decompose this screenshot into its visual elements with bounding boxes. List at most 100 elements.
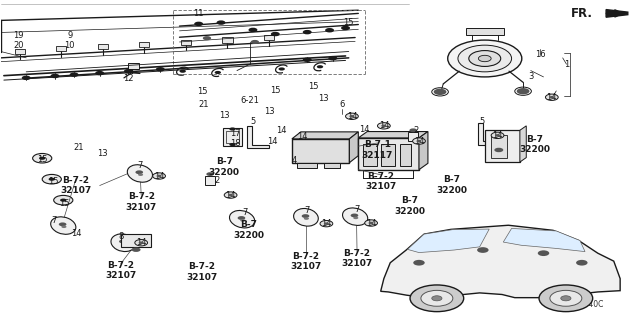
- Bar: [222, 37, 232, 42]
- Text: 14: 14: [360, 124, 370, 134]
- Text: 15: 15: [344, 18, 354, 27]
- Circle shape: [59, 222, 67, 226]
- Text: 13: 13: [97, 149, 108, 158]
- Text: 2: 2: [214, 176, 219, 185]
- Circle shape: [203, 36, 211, 40]
- Circle shape: [516, 88, 529, 94]
- Text: 14: 14: [71, 229, 81, 238]
- Text: B-7-2
32107: B-7-2 32107: [105, 261, 136, 280]
- Bar: [358, 138, 419, 170]
- Bar: [15, 48, 25, 54]
- Text: B-7-2
32107: B-7-2 32107: [341, 249, 372, 268]
- Bar: [408, 132, 419, 141]
- Circle shape: [365, 220, 378, 226]
- Bar: [324, 163, 340, 168]
- Text: B-7
32200: B-7 32200: [209, 157, 240, 177]
- Text: 7: 7: [242, 208, 247, 217]
- Text: B-7-2
32107: B-7-2 32107: [291, 252, 321, 271]
- Circle shape: [378, 123, 390, 129]
- Circle shape: [216, 20, 225, 25]
- Circle shape: [421, 290, 453, 306]
- Circle shape: [491, 132, 504, 138]
- Text: 14: 14: [547, 93, 557, 102]
- Text: 11: 11: [193, 9, 204, 18]
- Text: 15: 15: [196, 87, 207, 96]
- Text: 14: 14: [225, 190, 236, 200]
- Circle shape: [545, 94, 558, 100]
- Bar: [466, 28, 504, 35]
- Text: FR.: FR.: [571, 7, 593, 20]
- Circle shape: [561, 296, 571, 301]
- Text: 14: 14: [267, 137, 277, 145]
- Text: 2: 2: [413, 126, 419, 135]
- Text: 7: 7: [355, 205, 360, 214]
- Text: 14: 14: [366, 219, 376, 227]
- Bar: [226, 131, 239, 143]
- Circle shape: [349, 115, 355, 118]
- Text: 5: 5: [479, 117, 484, 126]
- Circle shape: [156, 67, 165, 71]
- Bar: [292, 139, 349, 163]
- Polygon shape: [381, 225, 620, 298]
- Circle shape: [132, 248, 141, 252]
- Bar: [121, 234, 152, 247]
- Circle shape: [369, 222, 374, 224]
- Circle shape: [22, 76, 31, 80]
- Circle shape: [138, 174, 143, 176]
- Text: B-7-2
32107: B-7-2 32107: [60, 176, 92, 195]
- Text: 7: 7: [137, 161, 143, 170]
- Text: 8: 8: [118, 233, 124, 241]
- Text: B-7
32200: B-7 32200: [436, 175, 467, 195]
- Bar: [491, 135, 507, 158]
- Bar: [381, 144, 395, 166]
- Text: 9
10: 9 10: [65, 31, 75, 50]
- Circle shape: [317, 65, 323, 68]
- Circle shape: [54, 196, 73, 205]
- Ellipse shape: [111, 234, 136, 252]
- Text: 13: 13: [318, 94, 328, 103]
- Circle shape: [224, 192, 237, 198]
- Circle shape: [413, 260, 425, 266]
- Circle shape: [413, 138, 426, 144]
- Polygon shape: [349, 132, 358, 163]
- Circle shape: [550, 290, 582, 306]
- Circle shape: [324, 222, 329, 225]
- Text: B-7-1
32117: B-7-1 32117: [362, 140, 393, 160]
- Polygon shape: [478, 123, 500, 145]
- Ellipse shape: [230, 211, 255, 228]
- Text: 6: 6: [340, 100, 345, 109]
- Circle shape: [494, 148, 503, 152]
- Circle shape: [60, 198, 67, 202]
- Polygon shape: [520, 126, 526, 162]
- Circle shape: [240, 219, 245, 222]
- Circle shape: [353, 217, 358, 219]
- Circle shape: [478, 55, 491, 62]
- Circle shape: [61, 226, 67, 228]
- Text: 21: 21: [198, 100, 209, 109]
- Polygon shape: [606, 10, 628, 17]
- Text: 1: 1: [564, 60, 569, 69]
- Circle shape: [124, 69, 133, 73]
- Circle shape: [410, 128, 417, 132]
- Circle shape: [495, 134, 500, 137]
- Text: 13: 13: [219, 111, 230, 120]
- Text: 14: 14: [276, 126, 287, 135]
- Bar: [297, 163, 317, 168]
- Text: B-7
32200: B-7 32200: [394, 196, 425, 216]
- Bar: [56, 46, 67, 51]
- Text: B-7-2
32107: B-7-2 32107: [186, 262, 218, 282]
- Circle shape: [194, 22, 203, 26]
- Bar: [264, 35, 274, 40]
- Circle shape: [448, 40, 522, 77]
- Circle shape: [237, 216, 245, 220]
- Circle shape: [271, 32, 280, 36]
- Circle shape: [51, 74, 60, 78]
- Text: 14: 14: [379, 121, 389, 130]
- Circle shape: [477, 247, 488, 253]
- Ellipse shape: [127, 165, 152, 182]
- Ellipse shape: [294, 209, 318, 226]
- Bar: [128, 63, 140, 69]
- Text: B-7-2
32107: B-7-2 32107: [125, 192, 157, 212]
- Circle shape: [539, 285, 593, 312]
- Circle shape: [381, 124, 387, 127]
